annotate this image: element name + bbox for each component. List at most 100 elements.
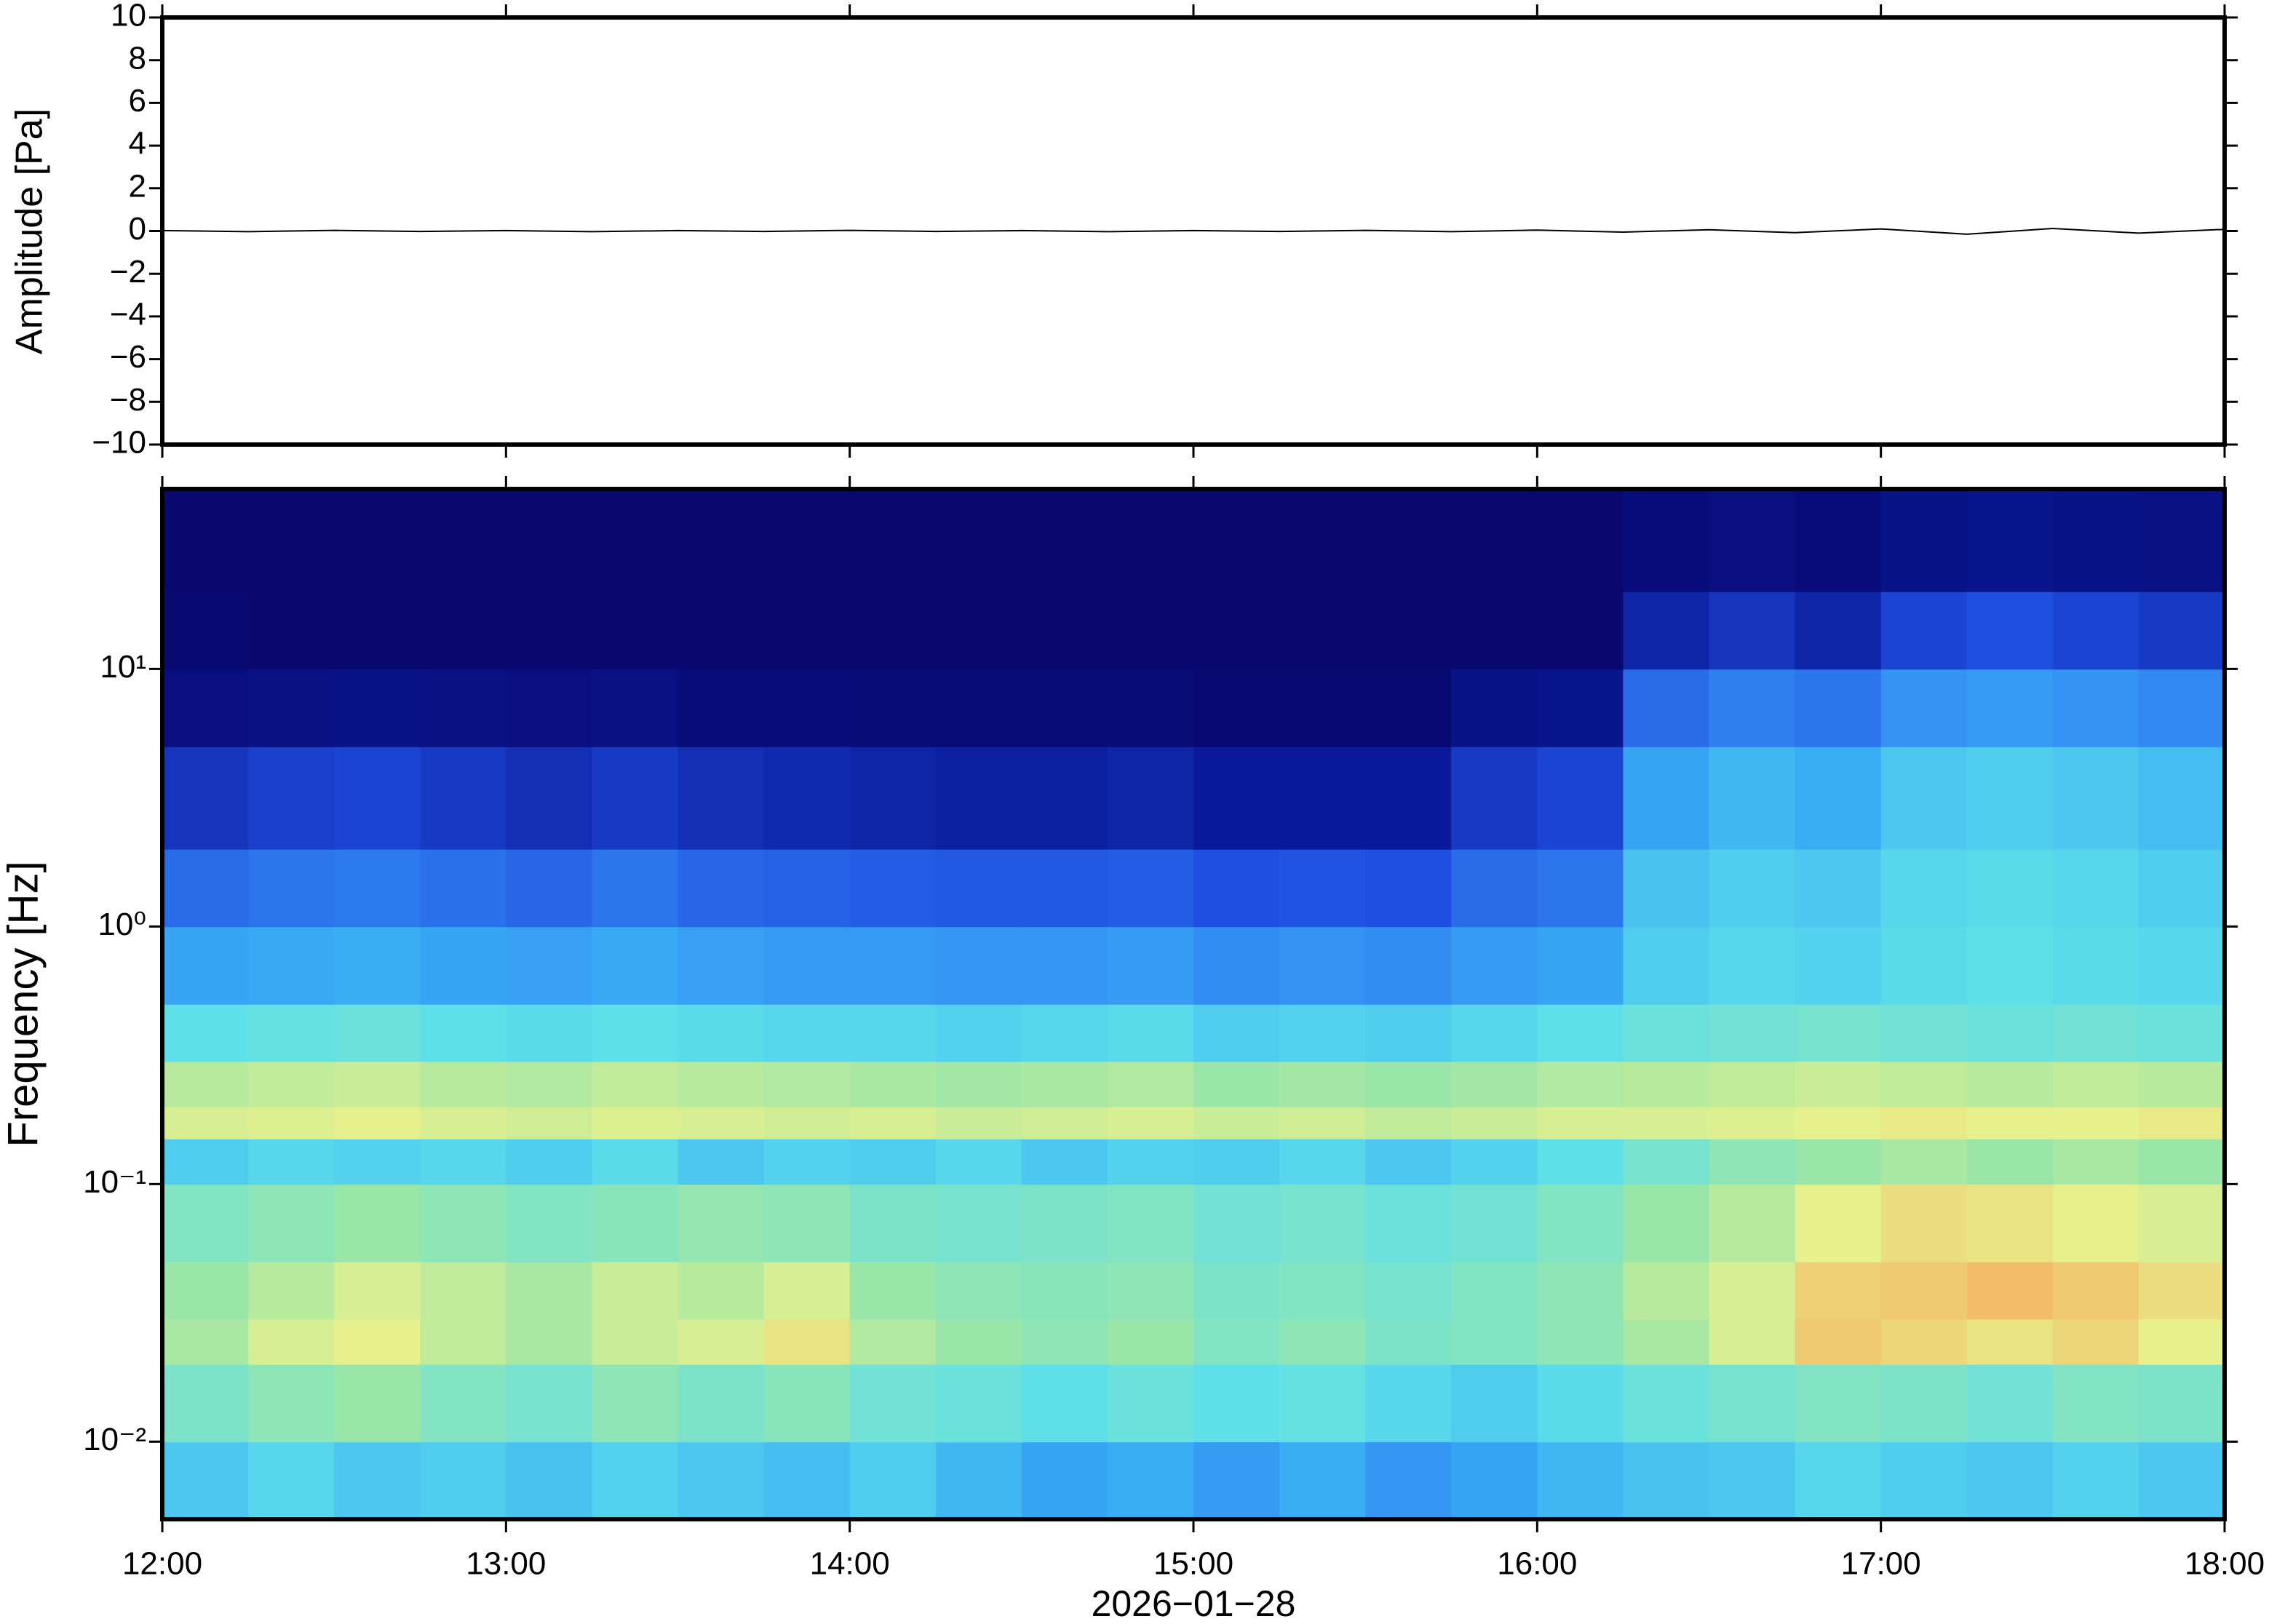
heat-cell (1193, 747, 1280, 850)
heat-cell (763, 1318, 851, 1365)
heat-cell (334, 1441, 421, 1520)
heat-cell (420, 489, 507, 592)
heat-cell (1021, 1061, 1108, 1107)
heat-cell (1880, 1139, 1968, 1185)
heat-cell (1537, 669, 1624, 747)
heat-cell (1623, 1061, 1710, 1107)
heat-cell (1107, 926, 1194, 1005)
heat-cell (1365, 848, 1453, 928)
heat-cell (2052, 591, 2139, 670)
heat-cell (935, 1061, 1022, 1107)
heat-cell (1021, 926, 1108, 1005)
heat-cell (248, 926, 335, 1005)
x-tick-label: 13:00 (466, 1546, 546, 1582)
heat-cell (849, 1004, 937, 1062)
heat-cell (162, 1441, 249, 1520)
heat-cell (2138, 1364, 2225, 1443)
heat-cell (1193, 1139, 1280, 1185)
heat-cell (1537, 1318, 1624, 1365)
heat-cell (1795, 489, 1882, 592)
heat-cell (1966, 848, 2054, 928)
heat-cell (1279, 591, 1366, 670)
heat-cell (849, 1318, 937, 1365)
heat-cell (2052, 1106, 2139, 1139)
heat-cell (763, 1004, 851, 1062)
heat-cell (162, 926, 249, 1005)
heat-cell (1709, 591, 1796, 670)
heat-cell (1880, 1106, 1968, 1139)
heat-cell (1365, 1441, 1453, 1520)
heat-cell (1795, 1318, 1882, 1365)
heat-cell (1021, 747, 1108, 850)
heat-cell (935, 1106, 1022, 1139)
heat-cell (1537, 1139, 1624, 1185)
heat-cell (763, 1061, 851, 1107)
heat-cell (2052, 1318, 2139, 1365)
heat-cell (2052, 1441, 2139, 1520)
heat-cell (1623, 926, 1710, 1005)
heat-cell (1451, 747, 1538, 850)
heat-cell (763, 1364, 851, 1443)
heat-cell (162, 1262, 249, 1320)
heat-cell (334, 848, 421, 928)
heat-cell (592, 1139, 679, 1185)
x-tick-label: 16:00 (1497, 1546, 1577, 1582)
heat-cell (420, 591, 507, 670)
heat-cell (2052, 1061, 2139, 1107)
heat-cell (1279, 669, 1366, 747)
heat-cell (1623, 591, 1710, 670)
heat-cell (849, 926, 937, 1005)
heat-cell (677, 1139, 765, 1185)
heat-cell (2138, 1106, 2225, 1139)
heat-cell (334, 1004, 421, 1062)
heat-cell (677, 747, 765, 850)
heat-cell (935, 1318, 1022, 1365)
heat-cell (1279, 1441, 1366, 1520)
heat-cell (1365, 1004, 1453, 1062)
heat-cell (2138, 1441, 2225, 1520)
heat-cell (334, 591, 421, 670)
heat-cell (1451, 1184, 1538, 1262)
heat-cell (2138, 591, 2225, 670)
heat-cell (1451, 1061, 1538, 1107)
heat-cell (1709, 1106, 1796, 1139)
heat-cell (162, 747, 249, 850)
heat-cell (935, 489, 1022, 592)
heat-cell (1107, 1318, 1194, 1365)
heat-cell (1880, 1061, 1968, 1107)
heat-cell (334, 926, 421, 1005)
heat-cell (506, 848, 593, 928)
heat-cell (1880, 1318, 1968, 1365)
heat-cell (1709, 1139, 1796, 1185)
amplitude-axis-label: Amplitude [Pa] (9, 108, 51, 354)
heat-cell (2138, 1184, 2225, 1262)
heat-cell (1279, 747, 1366, 850)
heat-cell (1279, 1106, 1366, 1139)
heat-cell (2052, 489, 2139, 592)
heat-cell (420, 747, 507, 850)
heat-cell (1795, 1106, 1882, 1139)
heat-cell (420, 926, 507, 1005)
heat-cell (1451, 591, 1538, 670)
heat-cell (1623, 1262, 1710, 1320)
heat-cell (1623, 1364, 1710, 1443)
y-tick-label: 0 (129, 211, 146, 247)
x-tick-label: 14:00 (810, 1546, 890, 1582)
heat-cell (1451, 1318, 1538, 1365)
heat-cell (1107, 1364, 1194, 1443)
heat-cell (1537, 1364, 1624, 1443)
heat-cell (1537, 747, 1624, 850)
heat-cell (1537, 489, 1624, 592)
heat-cell (1623, 489, 1710, 592)
heat-cell (1279, 1364, 1366, 1443)
heat-cell (1365, 926, 1453, 1005)
heat-cell (1107, 1184, 1194, 1262)
heat-cell (1966, 1262, 2054, 1320)
heat-cell (2138, 1139, 2225, 1185)
heat-cell (1021, 1318, 1108, 1365)
heat-cell (2138, 747, 2225, 850)
heat-cell (248, 1139, 335, 1185)
heat-cell (849, 1364, 937, 1443)
heat-cell (935, 926, 1022, 1005)
heat-cell (248, 1004, 335, 1062)
